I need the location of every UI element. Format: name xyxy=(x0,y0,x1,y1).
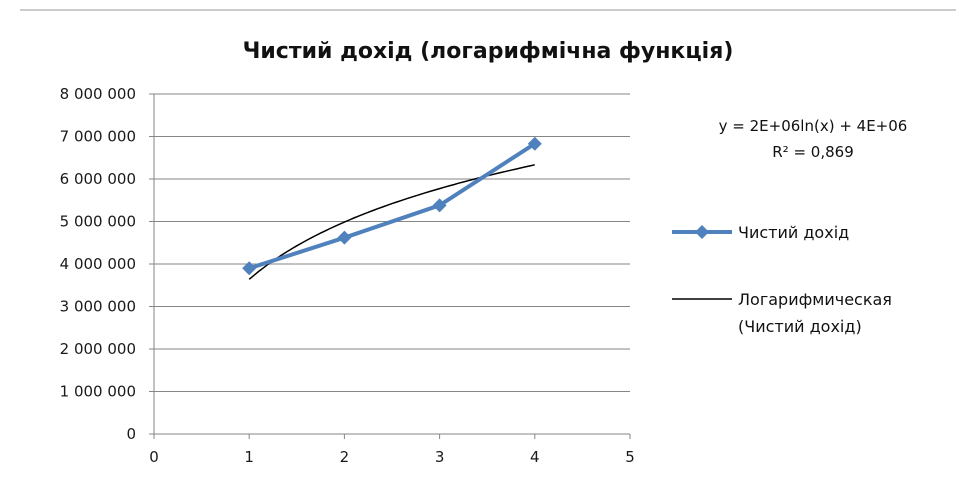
y-tick-label: 0 xyxy=(126,425,136,443)
x-tick-label: 2 xyxy=(340,448,350,466)
trendline-equation: y = 2E+06ln(x) + 4E+06 xyxy=(719,117,908,135)
axes xyxy=(153,94,631,439)
series-group xyxy=(242,136,542,276)
y-tick-label: 2 000 000 xyxy=(60,340,136,358)
series-line xyxy=(248,142,536,271)
x-tick-labels: 0 1 2 3 4 5 xyxy=(149,448,635,466)
data-point-marker xyxy=(527,136,542,151)
y-tick-label: 5 000 000 xyxy=(60,213,136,231)
legend-trend-label-2: (Чистий дохід) xyxy=(738,317,862,336)
y-tick-label: 3 000 000 xyxy=(60,298,136,316)
legend: Чистий дохід Логарифмическая (Чистий дох… xyxy=(672,223,892,336)
legend-trend-label-1: Логарифмическая xyxy=(738,290,892,309)
data-point-marker xyxy=(432,198,447,213)
x-tick-label: 5 xyxy=(625,448,635,466)
y-tick-labels: 0 1 000 000 2 000 000 3 000 000 4 000 000 5 0… xyxy=(60,85,136,443)
y-tick-label: 7 000 000 xyxy=(60,128,136,146)
chart-title: Чистий дохід (логарифмічна функція) xyxy=(243,39,734,64)
trendline-r-squared: R² = 0,869 xyxy=(772,143,853,161)
x-tick-label: 1 xyxy=(244,448,254,466)
x-tick-label: 4 xyxy=(530,448,540,466)
y-tick-label: 6 000 000 xyxy=(60,170,136,188)
y-tick-label: 8 000 000 xyxy=(60,85,136,103)
y-tick-label: 1 000 000 xyxy=(60,383,136,401)
x-tick-label: 3 xyxy=(435,448,445,466)
y-tick-label: 4 000 000 xyxy=(60,255,136,273)
data-point-marker xyxy=(242,261,257,276)
legend-series-label: Чистий дохід xyxy=(738,223,849,242)
data-point-marker xyxy=(337,230,352,245)
grid xyxy=(149,93,630,435)
legend-series-marker xyxy=(695,225,709,239)
x-tick-label: 0 xyxy=(149,448,159,466)
